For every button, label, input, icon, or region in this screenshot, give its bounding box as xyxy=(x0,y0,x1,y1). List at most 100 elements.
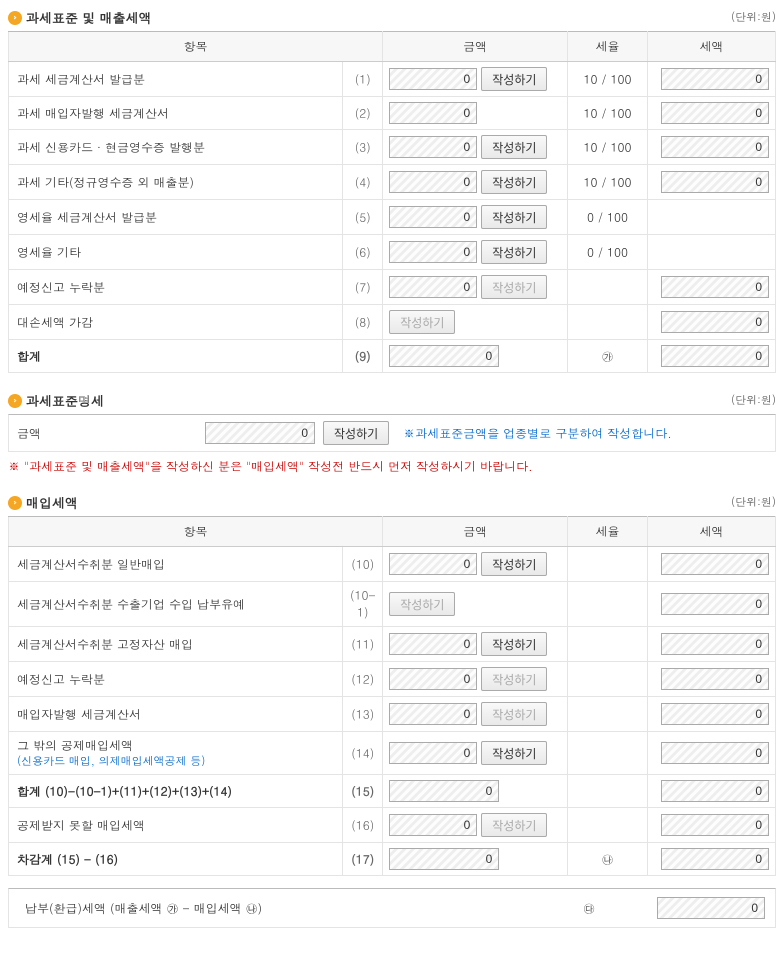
write-button[interactable]: 작성하기 xyxy=(481,552,547,576)
tax-input[interactable] xyxy=(661,633,769,655)
write-button[interactable]: 작성하기 xyxy=(323,421,389,445)
amount-input[interactable] xyxy=(389,206,477,228)
section-tax-base-sales: 과세표준 및 매출세액 (단위:원) 항목 금액 세율 세액 과세 세금계산서 … xyxy=(8,8,776,373)
payment-refund-input[interactable] xyxy=(657,897,765,919)
amount-cell: 작성하기 xyxy=(383,627,568,662)
amount-input[interactable] xyxy=(389,742,477,764)
row-number: (16) xyxy=(343,808,383,843)
write-button[interactable]: 작성하기 xyxy=(481,632,547,656)
rate-cell: 10 / 100 xyxy=(568,130,648,165)
amount-cell: 작성하기 xyxy=(383,547,568,582)
amount-input[interactable] xyxy=(389,276,477,298)
amount-cell xyxy=(383,843,568,876)
write-button: 작성하기 xyxy=(481,275,547,299)
table-row: 예정신고 누락분(7)작성하기 xyxy=(9,270,776,305)
tax-cell xyxy=(647,627,775,662)
amount-cell: 작성하기 xyxy=(383,62,568,97)
table-row: 세금계산서수취분 고정자산 매입(11)작성하기 xyxy=(9,627,776,662)
amount-input[interactable] xyxy=(389,633,477,655)
tax-input[interactable] xyxy=(661,136,769,158)
write-button[interactable]: 작성하기 xyxy=(481,170,547,194)
item-label: 세금계산서수취분 수출기업 수입 납부유예 xyxy=(9,582,343,627)
amount-input[interactable] xyxy=(389,68,477,90)
amount-input[interactable] xyxy=(389,668,477,690)
write-button: 작성하기 xyxy=(389,592,455,616)
table-row: 세금계산서수취분 수출기업 수입 납부유예(10-1)작성하기 xyxy=(9,582,776,627)
tax-input[interactable] xyxy=(661,742,769,764)
amount-cell: 작성하기 xyxy=(383,165,568,200)
write-button: 작성하기 xyxy=(481,813,547,837)
note-red: ※ "과세표준 및 매출세액"을 작성하신 분은 "매입세액" 작성전 반드시 … xyxy=(8,458,776,475)
tax-input[interactable] xyxy=(661,593,769,615)
item-label: 과세 매입자발행 세금계산서 xyxy=(9,97,343,130)
amount-input[interactable] xyxy=(389,136,477,158)
row-number: (2) xyxy=(343,97,383,130)
write-button[interactable]: 작성하기 xyxy=(481,741,547,765)
payment-refund-value xyxy=(637,897,765,919)
table-row: 세금계산서수취분 일반매입(10)작성하기 xyxy=(9,547,776,582)
item-label: 영세율 세금계산서 발급분 xyxy=(9,200,343,235)
unit-label: (단위:원) xyxy=(731,393,776,408)
row-number: (14) xyxy=(343,732,383,775)
amount-cell xyxy=(383,97,568,130)
amount-input[interactable] xyxy=(389,848,499,870)
tax-input[interactable] xyxy=(661,848,769,870)
tax-input[interactable] xyxy=(661,814,769,836)
write-button: 작성하기 xyxy=(389,310,455,334)
amount-input[interactable] xyxy=(389,553,477,575)
amount-input[interactable] xyxy=(389,345,499,367)
sales-tax-table: 항목 금액 세율 세액 과세 세금계산서 발급분(1)작성하기10 / 100과… xyxy=(8,31,776,373)
tax-cell xyxy=(647,732,775,775)
row-number: (6) xyxy=(343,235,383,270)
amount-input[interactable] xyxy=(389,102,477,124)
payment-refund-label: 납부(환급)세액 (매출세액 ㉮ - 매입세액 ㉯) xyxy=(19,900,541,917)
item-label: 과세 기타(정규영수증 외 매출분) xyxy=(9,165,343,200)
item-label: 합계 xyxy=(9,340,343,373)
tax-input[interactable] xyxy=(661,311,769,333)
tax-input[interactable] xyxy=(661,171,769,193)
tax-input[interactable] xyxy=(661,703,769,725)
row-number: (17) xyxy=(343,843,383,876)
tax-input[interactable] xyxy=(661,668,769,690)
amount-input[interactable] xyxy=(389,814,477,836)
amount-cell xyxy=(383,775,568,808)
section-header: 과세표준 및 매출세액 (단위:원) xyxy=(8,8,776,27)
amount-input[interactable] xyxy=(389,241,477,263)
amount-input[interactable] xyxy=(389,703,477,725)
payment-refund-row: 납부(환급)세액 (매출세액 ㉮ - 매입세액 ㉯) ㉰ xyxy=(8,888,776,928)
tax-cell xyxy=(647,305,775,340)
chevron-right-icon xyxy=(8,496,22,510)
write-button[interactable]: 작성하기 xyxy=(481,67,547,91)
purchase-tax-table: 항목 금액 세율 세액 세금계산서수취분 일반매입(10)작성하기세금계산서수취… xyxy=(8,516,776,876)
tax-input[interactable] xyxy=(661,102,769,124)
amount-input[interactable] xyxy=(389,171,477,193)
tax-input[interactable] xyxy=(661,345,769,367)
write-button[interactable]: 작성하기 xyxy=(481,135,547,159)
amount-input[interactable] xyxy=(389,780,499,802)
note-blue: ※과세표준금액을 업종별로 구분하여 작성합니다. xyxy=(403,425,672,442)
tax-cell xyxy=(647,697,775,732)
amount-cell: 작성하기 xyxy=(383,200,568,235)
table-header-row: 항목 금액 세율 세액 xyxy=(9,517,776,547)
write-button[interactable]: 작성하기 xyxy=(481,240,547,264)
tax-cell xyxy=(647,808,775,843)
tax-input[interactable] xyxy=(661,68,769,90)
row-number: (15) xyxy=(343,775,383,808)
tax-base-amount-input[interactable] xyxy=(205,422,315,444)
table-row: 차감계 (15) - (16)(17)㉯ xyxy=(9,843,776,876)
rate-cell xyxy=(568,627,648,662)
rate-cell xyxy=(568,732,648,775)
write-button: 작성하기 xyxy=(481,667,547,691)
row-number: (8) xyxy=(343,305,383,340)
header-amount: 금액 xyxy=(383,32,568,62)
amount-cell: 작성하기 xyxy=(383,582,568,627)
write-button[interactable]: 작성하기 xyxy=(481,205,547,229)
tax-input[interactable] xyxy=(661,780,769,802)
table-row: 대손세액 가감(8)작성하기 xyxy=(9,305,776,340)
tax-input[interactable] xyxy=(661,553,769,575)
tax-input[interactable] xyxy=(661,276,769,298)
tax-cell xyxy=(647,62,775,97)
item-label: 합계 (10)-(10-1)+(11)+(12)+(13)+(14) xyxy=(9,775,343,808)
section-title-text: 과세표준 및 매출세액 xyxy=(26,8,152,27)
rate-cell: ㉯ xyxy=(568,843,648,876)
